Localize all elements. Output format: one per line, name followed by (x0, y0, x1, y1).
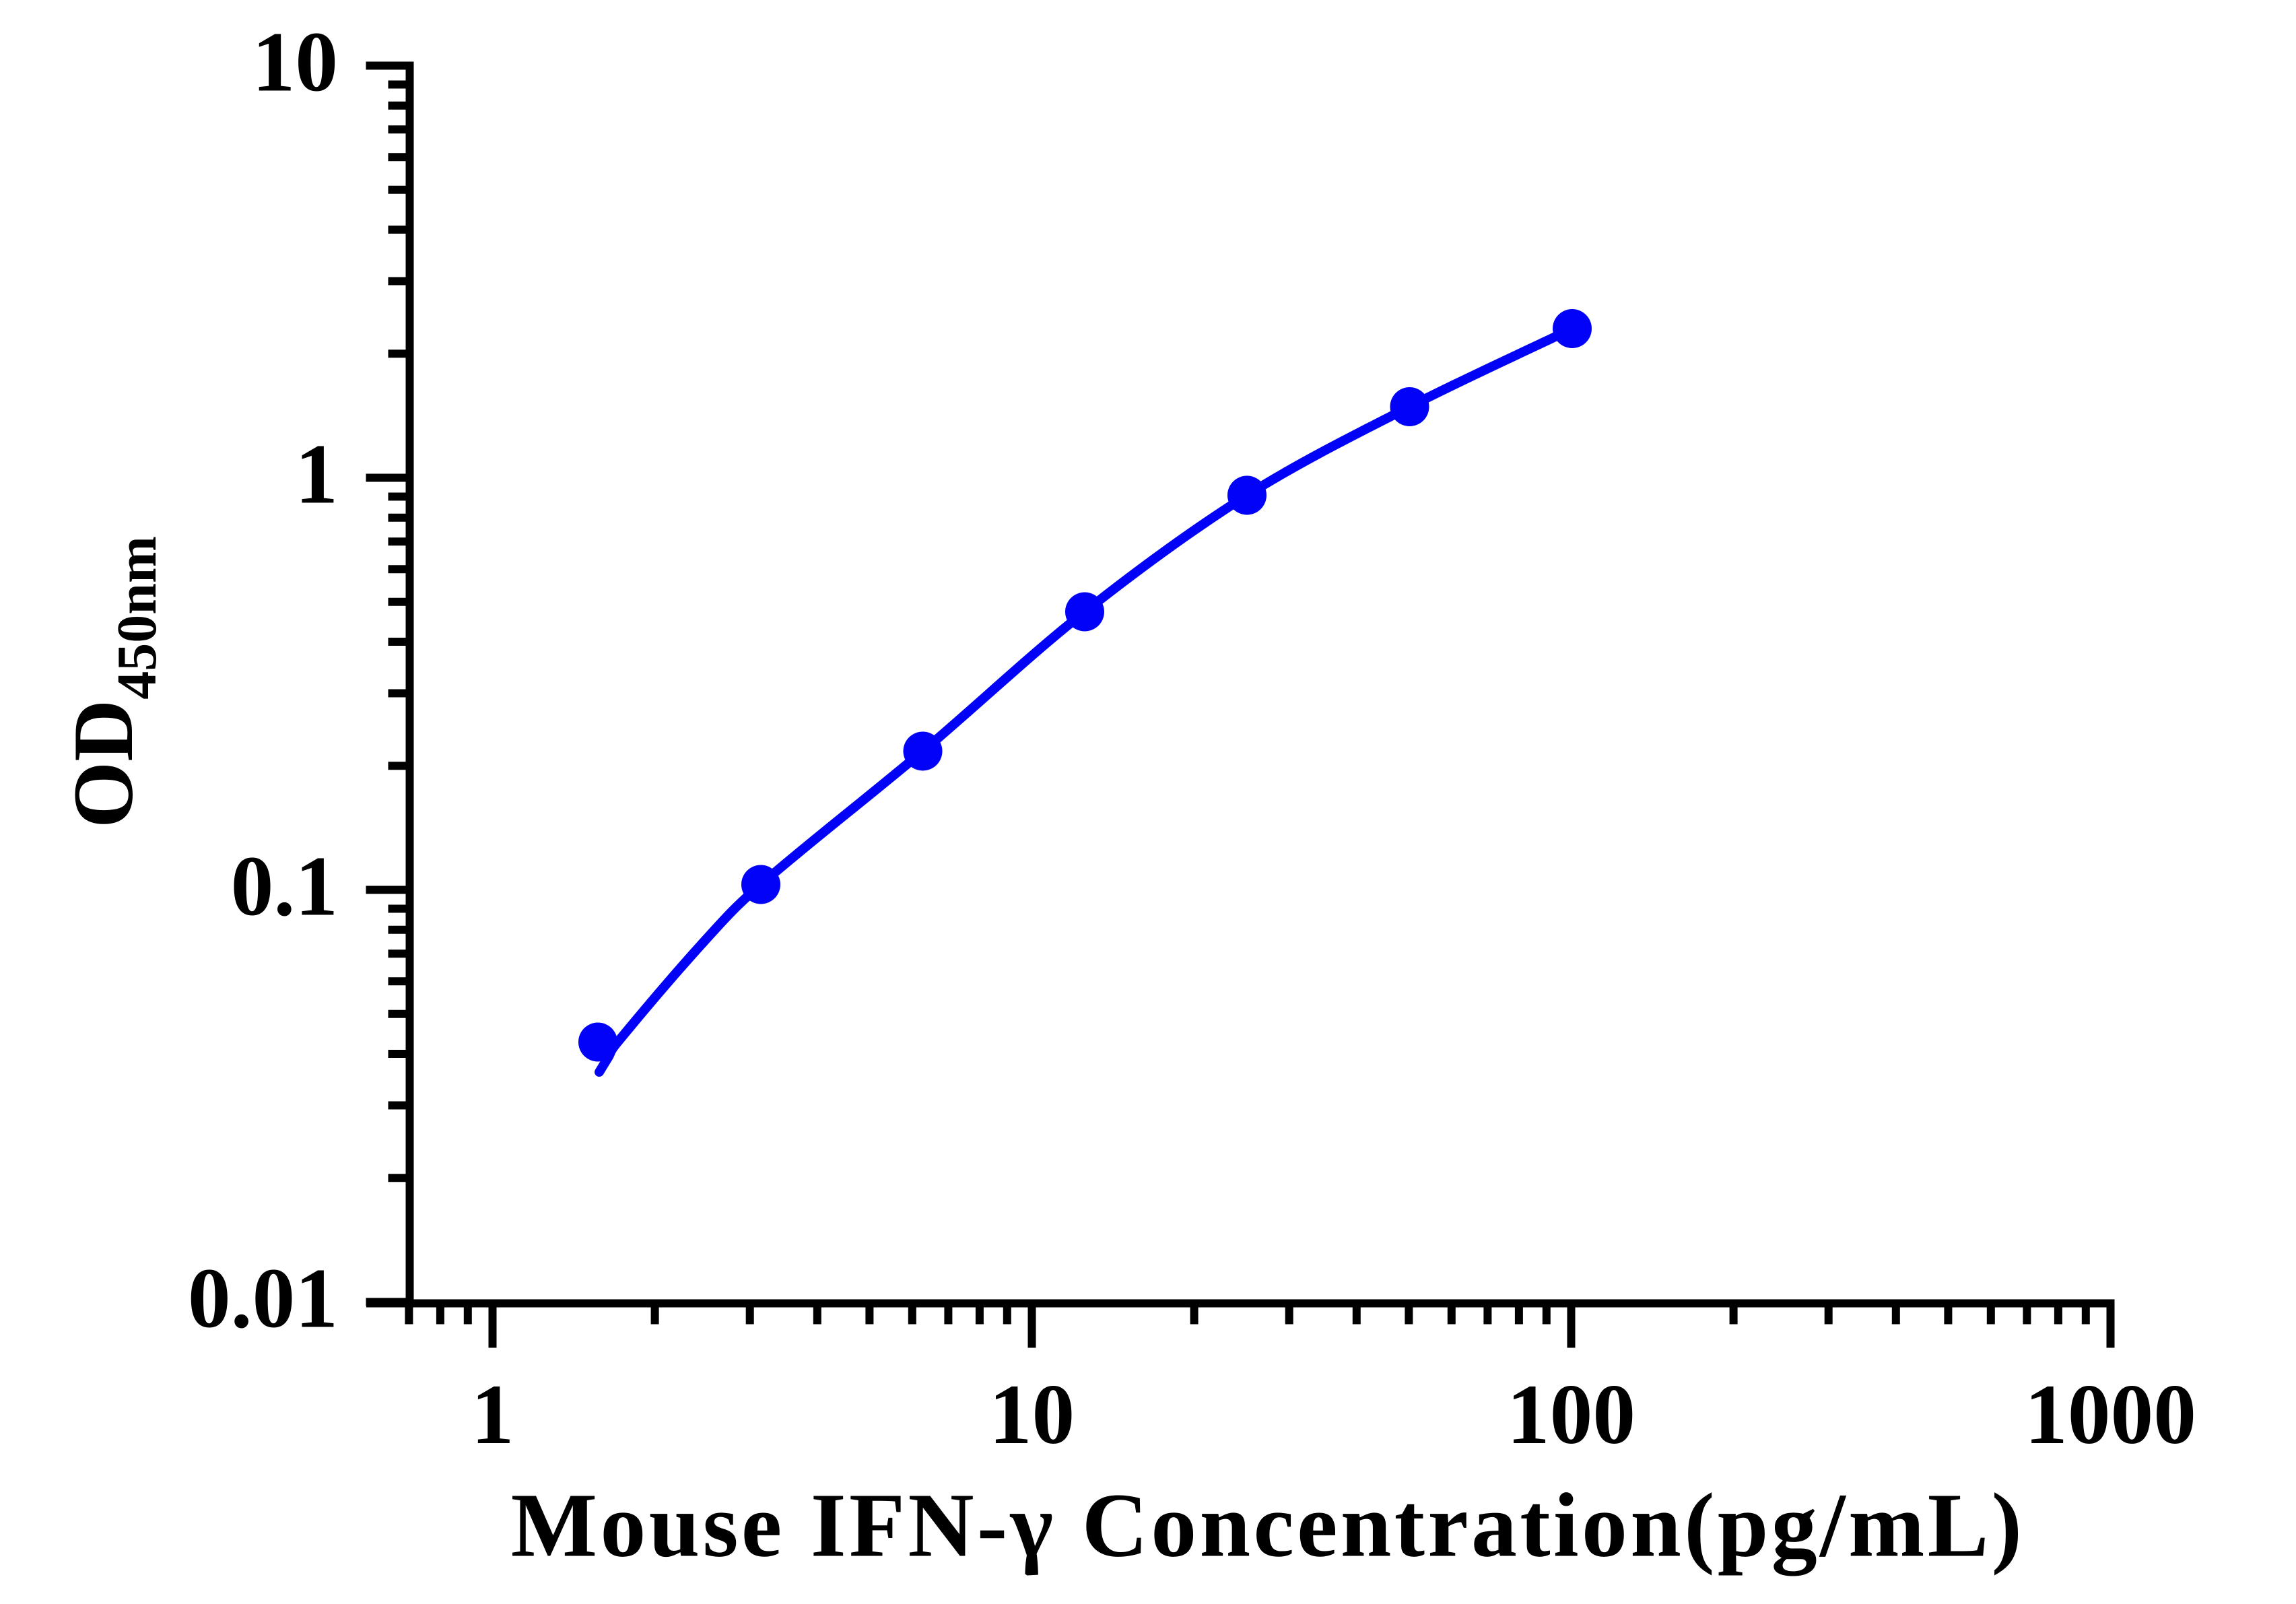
svg-text:1: 1 (471, 1366, 514, 1462)
svg-text:10: 10 (989, 1366, 1075, 1462)
svg-text:1: 1 (295, 426, 338, 522)
svg-text:100: 100 (1507, 1366, 1635, 1462)
svg-text:1000: 1000 (2025, 1366, 2196, 1462)
svg-text:0.01: 0.01 (188, 1250, 338, 1346)
svg-text:10: 10 (252, 14, 339, 110)
svg-text:0.1: 0.1 (231, 838, 338, 934)
svg-text:Mouse IFN-γ Concentration(pg/m: Mouse IFN-γ Concentration(pg/mL) (511, 1475, 2025, 1576)
